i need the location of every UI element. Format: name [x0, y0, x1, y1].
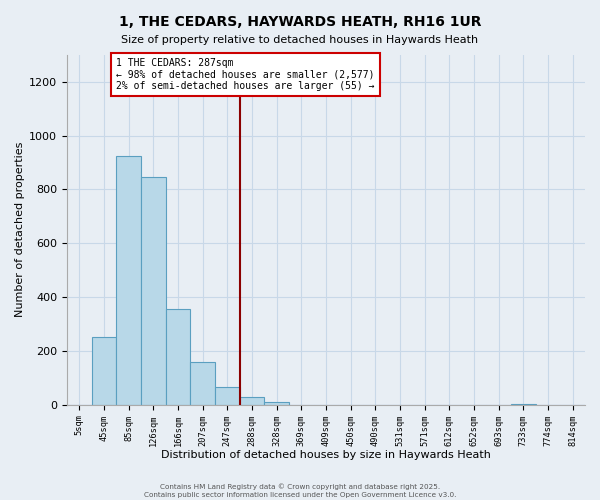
Bar	[116, 156, 141, 404]
Bar	[215, 387, 239, 404]
Text: 1 THE CEDARS: 287sqm
← 98% of detached houses are smaller (2,577)
2% of semi-det: 1 THE CEDARS: 287sqm ← 98% of detached h…	[116, 58, 375, 91]
Text: Size of property relative to detached houses in Haywards Heath: Size of property relative to detached ho…	[121, 35, 479, 45]
Bar	[141, 178, 166, 404]
Bar	[166, 309, 190, 404]
Bar	[190, 362, 215, 405]
Bar	[239, 396, 265, 404]
Text: Contains HM Land Registry data © Crown copyright and database right 2025.
Contai: Contains HM Land Registry data © Crown c…	[144, 484, 456, 498]
Bar	[92, 338, 116, 404]
Bar	[265, 402, 289, 404]
Y-axis label: Number of detached properties: Number of detached properties	[15, 142, 25, 318]
Text: 1, THE CEDARS, HAYWARDS HEATH, RH16 1UR: 1, THE CEDARS, HAYWARDS HEATH, RH16 1UR	[119, 15, 481, 29]
X-axis label: Distribution of detached houses by size in Haywards Heath: Distribution of detached houses by size …	[161, 450, 491, 460]
